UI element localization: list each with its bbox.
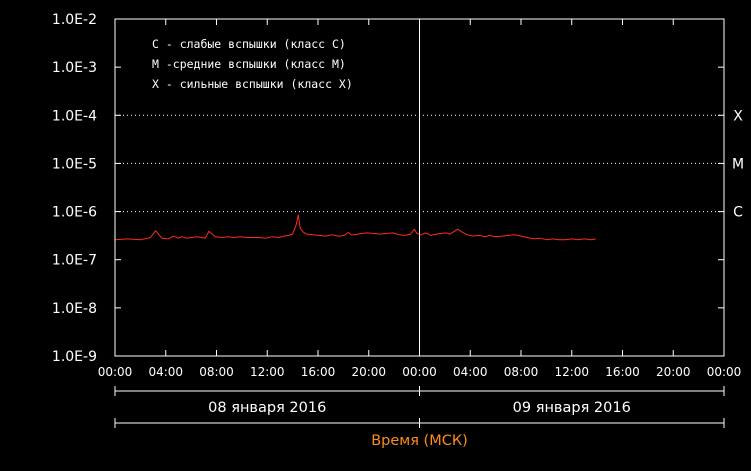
class-label-c: C (733, 205, 743, 221)
legend-entry: X - сильные вспышки (класс X) (152, 77, 353, 91)
legend-entry: M -средние вспышки (класс M) (152, 57, 346, 71)
series-layer (114, 214, 596, 241)
legend: C - слабые вспышки (класс C) M -средние в… (152, 37, 353, 91)
x-tick-label: 00:00 (707, 365, 742, 379)
y-tick-label: 1.0E-2 (52, 12, 97, 28)
x-tick-label: 04:00 (148, 365, 183, 379)
x-tick-label: 08:00 (199, 365, 234, 379)
x-tick-label: 12:00 (250, 365, 285, 379)
x-tick-label: 20:00 (656, 365, 691, 379)
day-label: 09 января 2016 (513, 400, 631, 416)
y-tick-label: 1.0E-9 (52, 349, 97, 365)
x-tick-label: 00:00 (402, 365, 437, 379)
y-tick-label: 1.0E-3 (52, 60, 97, 76)
class-label-x: X (733, 108, 743, 124)
x-tick-label: 04:00 (453, 365, 488, 379)
y-tick-label: 1.0E-8 (52, 301, 97, 317)
class-label-m: M (732, 156, 744, 172)
x-axis-title: Время (МСК) (371, 433, 468, 449)
x-tick-label: 12:00 (554, 365, 589, 379)
y-axis: 1.0E-2 1.0E-3 1.0E-4 1.0E-5 1.0E-6 1.0E-7 1.0E… (52, 12, 724, 365)
flux-series-line (114, 214, 596, 241)
y-tick-label: 1.0E-7 (52, 253, 97, 269)
day-label: 08 января 2016 (208, 400, 326, 416)
x-tick-label: 08:00 (504, 365, 539, 379)
x-tick-label: 00:00 (98, 365, 133, 379)
x-tick-label: 16:00 (605, 365, 640, 379)
y-tick-label: 1.0E-6 (52, 205, 97, 221)
y-tick-label: 1.0E-5 (52, 156, 97, 172)
x-tick-label: 20:00 (351, 365, 386, 379)
legend-entry: C - слабые вспышки (класс C) (152, 37, 346, 51)
x-tick-label: 16:00 (301, 365, 336, 379)
y-tick-label: 1.0E-4 (52, 108, 97, 124)
day-brackets: 08 января 2016 09 января 2016 (114, 386, 725, 428)
x-axis: 00:00 04:00 08:00 12:00 16:00 20:00 00:00 04:00… (98, 19, 742, 379)
